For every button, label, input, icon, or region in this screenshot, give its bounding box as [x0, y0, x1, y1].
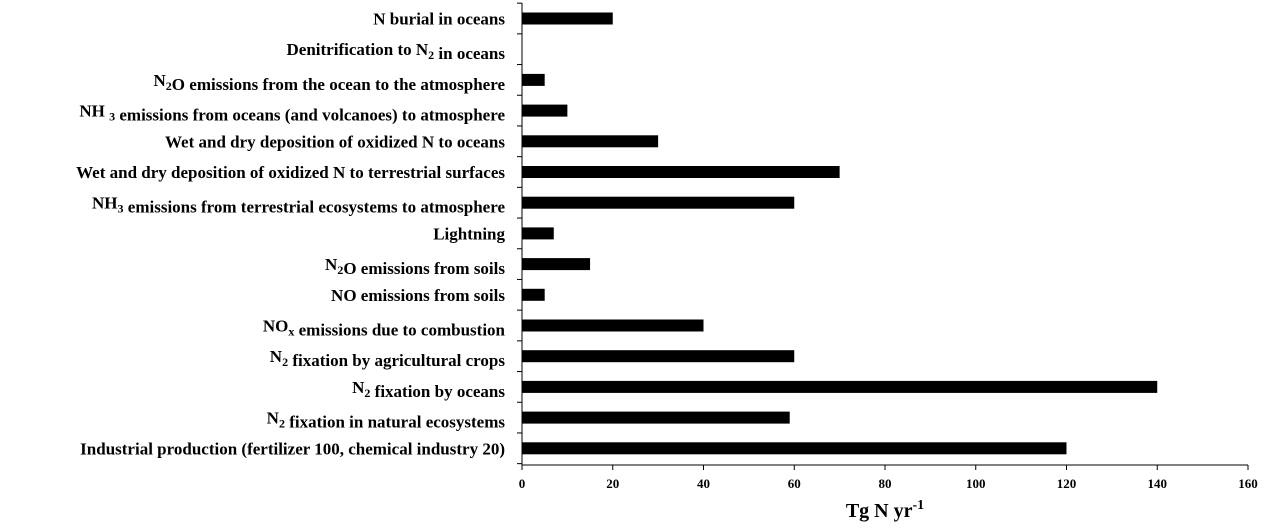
category-label: N2O emissions from the ocean to the atmo… [154, 71, 506, 94]
category-label: NH3 emissions from terrestrial ecosystem… [92, 194, 505, 217]
category-label: Industrial production (fertilizer 100, c… [80, 439, 505, 458]
category-labels: N burial in oceans Denitrification to N2 … [76, 10, 505, 459]
category-label: N2 fixation by oceans [352, 378, 505, 401]
x-tick-label: 20 [606, 476, 619, 491]
x-tick-label: 120 [1057, 476, 1077, 491]
category-label: Wet and dry deposition of oxidized N to … [165, 132, 505, 151]
category-label: N burial in oceans [373, 10, 505, 29]
category-label: Wet and dry deposition of oxidized N to … [76, 163, 505, 182]
x-tick-label: 80 [879, 476, 892, 491]
bar [522, 380, 1158, 393]
bar [522, 442, 1067, 455]
category-label: N2O emissions from soils [325, 255, 505, 278]
x-tick-label: 40 [697, 476, 710, 491]
bar [522, 350, 795, 363]
bar [522, 73, 545, 86]
category-label: N2 fixation in natural ecosystems [267, 409, 506, 432]
bar [522, 104, 568, 117]
x-tick-label: 160 [1238, 476, 1258, 491]
bar [522, 319, 704, 332]
category-label: Lightning [433, 224, 505, 243]
x-tick-label: 100 [966, 476, 986, 491]
bar [522, 258, 591, 271]
x-tick-label: 140 [1148, 476, 1168, 491]
axes [517, 2, 1249, 470]
bar [522, 288, 545, 301]
bar [522, 12, 613, 25]
category-label: Denitrification to N2 in oceans [287, 40, 506, 63]
bar [522, 135, 659, 148]
category-label: NO emissions from soils [331, 286, 505, 305]
category-label: N2 fixation by agricultural crops [270, 347, 506, 370]
category-label: NOx emissions due to combustion [263, 317, 506, 340]
bar [522, 196, 795, 209]
bars [522, 12, 1158, 455]
x-tick-label: 0 [519, 476, 526, 491]
category-label: NH 3 emissions from oceans (and volcanoe… [79, 102, 505, 125]
x-axis-title: Tg N yr-1 [846, 498, 924, 522]
bar [522, 227, 554, 240]
x-tick-labels: 0 20 40 60 80 100 120 140 160 [519, 476, 1258, 491]
x-tick-label: 60 [788, 476, 801, 491]
bar [522, 411, 790, 424]
bar [522, 166, 840, 178]
